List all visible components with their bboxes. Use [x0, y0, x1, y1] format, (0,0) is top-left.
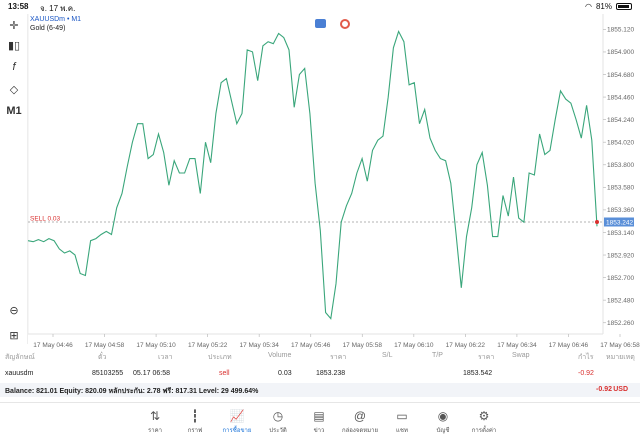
col-sl: S/L — [382, 352, 393, 359]
col-volume: Volume — [268, 352, 292, 359]
y-tick-label: 1853.800 — [607, 162, 634, 169]
chart-symbol[interactable]: XAUUSDm • M1 — [30, 16, 82, 23]
sell-label: SELL 0.03 — [30, 216, 61, 223]
x-tick-label: 17 May 06:10 — [394, 342, 434, 349]
account-icon: ◉ — [437, 409, 449, 423]
timeframe-button[interactable]: M1 — [6, 105, 22, 117]
chart-header: XAUUSDm • M1 Gold (6-49) — [30, 15, 81, 33]
one-click-trade-icon[interactable] — [315, 19, 326, 28]
row-profit: -0.92 — [578, 370, 594, 377]
y-tick-label: 1852.260 — [607, 320, 634, 327]
tab-trade[interactable]: 📈 การซื้อขาย — [217, 407, 257, 435]
current-price-badge — [604, 217, 634, 227]
zoom-icon[interactable]: ⊖ — [9, 304, 19, 317]
col-time: เวลา — [158, 354, 173, 361]
bottom-tab-bar: ⇅ ราคา ┇ กราฟ 📈 การซื้อขาย ◷ ประวัติ ▤ ข… — [0, 402, 640, 447]
y-tick-label: 1855.120 — [607, 27, 634, 34]
indicators-icon[interactable]: ▮▯ — [7, 39, 21, 52]
wifi-icon: ◠ — [585, 2, 592, 11]
crosshair-icon[interactable]: ✛ — [9, 19, 19, 32]
row-volume: 0.03 — [278, 370, 292, 377]
chart-icon: ┇ — [191, 409, 199, 423]
status-bar: 13:58 จ. 17 พ.ค. ◠ 81% — [0, 0, 640, 14]
col-profit: กำไร — [578, 354, 594, 361]
tab-account[interactable]: ◉ บัญชี — [423, 407, 463, 435]
settings-icon: ⚙ — [478, 409, 490, 423]
row-symbol: xauusdm — [5, 370, 34, 377]
signal-icon[interactable] — [340, 19, 350, 29]
col-price: ราคา — [330, 354, 347, 361]
tab-news[interactable]: ▤ ข่าว — [299, 407, 339, 435]
history-icon: ◷ — [272, 409, 284, 423]
x-tick-label: 17 May 06:34 — [497, 342, 537, 349]
x-tick-label: 17 May 05:58 — [343, 342, 383, 349]
y-tick-label: 1852.480 — [607, 297, 634, 304]
y-tick-label: 1854.460 — [607, 94, 634, 101]
y-tick-label: 1853.580 — [607, 185, 634, 192]
row-current-price: 1853.542 — [463, 370, 493, 377]
x-tick-label: 17 May 05:10 — [136, 342, 176, 349]
row-type: sell — [219, 370, 230, 377]
col-comment: หมายเหตุ — [606, 354, 635, 361]
x-tick-label: 17 May 04:46 — [33, 342, 73, 349]
chat-icon: ▭ — [396, 409, 408, 423]
tab-chat[interactable]: ▭ แชท — [382, 407, 422, 435]
tab-charts[interactable]: ┇ กราฟ — [175, 407, 215, 435]
col-symbol: สัญลักษณ์ — [5, 354, 35, 361]
col-type: ประเภท — [208, 354, 232, 361]
status-right: ◠ 81% — [585, 2, 632, 11]
price-line-series — [27, 29, 598, 320]
battery-icon — [616, 3, 632, 10]
tab-mailbox[interactable]: @ กล่องจดหมาย — [341, 409, 379, 434]
col-current-price: ราคา — [478, 354, 495, 361]
row-ticket: 85103255 — [92, 370, 124, 377]
x-tick-label: 17 May 04:58 — [85, 342, 125, 349]
row-time: 05.17 06:58 — [133, 370, 170, 377]
y-tick-label: 1854.900 — [607, 49, 634, 56]
y-tick-label: 1854.020 — [607, 140, 634, 147]
x-tick-label: 17 May 05:22 — [188, 342, 228, 349]
col-tp: T/P — [432, 352, 443, 359]
total-profit: -0.92 — [596, 386, 612, 393]
objects-icon[interactable]: ◇ — [9, 83, 19, 96]
x-tick-label: 17 May 06:58 — [600, 342, 640, 349]
left-toolbar: ✛ ▮▯ f ◇ M1 ⊖ ⊞ — [0, 14, 28, 344]
currency-label: USD — [613, 386, 628, 393]
add-icon[interactable]: ⊞ — [9, 329, 19, 342]
battery-percent: 81% — [595, 2, 612, 11]
status-date: จ. 17 พ.ค. — [40, 4, 76, 13]
x-tick-label: 17 May 06:46 — [549, 342, 589, 349]
y-tick-label: 1853.140 — [607, 230, 634, 237]
tab-settings[interactable]: ⚙ การตั้งค่า — [464, 407, 504, 435]
last-price-dot — [595, 220, 599, 224]
balance-text: Balance: 821.01 Equity: 820.09 หลักประกั… — [5, 388, 259, 395]
y-tick-label: 1853.360 — [607, 207, 634, 214]
mailbox-icon: @ — [353, 409, 367, 423]
status-time: 13:58 — [8, 2, 29, 11]
x-tick-label: 17 May 06:22 — [446, 342, 486, 349]
row-open-price: 1853.238 — [316, 370, 346, 377]
current-price-label: 1853.242 — [606, 219, 633, 226]
price-chart[interactable]: SELL 0.03 1855.120 1854.900 1854.680 1854.4… — [0, 14, 640, 352]
x-tick-label: 17 May 05:34 — [239, 342, 279, 349]
y-tick-label: 1852.920 — [607, 252, 634, 259]
y-tick-label: 1852.700 — [607, 275, 634, 282]
y-tick-label: 1854.240 — [607, 117, 634, 124]
tab-history[interactable]: ◷ ประวัติ — [258, 407, 298, 435]
function-icon[interactable]: f — [12, 61, 16, 73]
col-ticket: ตั๋ว — [98, 354, 107, 361]
quotes-icon: ⇅ — [149, 409, 161, 423]
col-swap: Swap — [512, 352, 530, 359]
balance-bar: Balance: 821.01 Equity: 820.09 หลักประกั… — [0, 383, 640, 397]
chart-description: Gold (6-49) — [30, 25, 66, 32]
tab-quotes[interactable]: ⇅ ราคา — [135, 407, 175, 435]
trade-icon: 📈 — [229, 409, 245, 423]
y-tick-label: 1854.680 — [607, 72, 634, 79]
x-tick-label: 17 May 05:46 — [291, 342, 331, 349]
news-icon: ▤ — [313, 409, 325, 423]
